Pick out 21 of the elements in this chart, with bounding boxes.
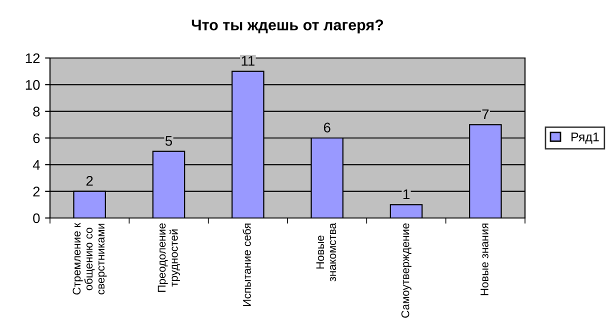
data-label: 11 — [242, 56, 254, 66]
data-label: 2 — [86, 176, 93, 186]
x-tick-label: Преодоление трудностей — [158, 223, 180, 292]
y-tick-label: 10 — [26, 80, 40, 90]
y-tick-label: 0 — [33, 213, 40, 224]
chart-title: Что ты ждешь от лагеря? — [192, 20, 384, 34]
y-tick-label: 2 — [33, 186, 40, 196]
x-tick-label: Новые знакомства — [316, 222, 336, 282]
legend-label: Ряд1 — [572, 132, 599, 144]
y-tick-label: 12 — [26, 53, 40, 64]
y-tick-label: 6 — [33, 133, 40, 144]
data-label: 1 — [403, 189, 410, 200]
x-tick-label: Новые знания — [480, 224, 488, 296]
y-tick-label: 8 — [33, 106, 40, 117]
x-tick-label: Самоутверждение — [401, 223, 412, 318]
y-tick-label: 4 — [32, 160, 40, 170]
data-label: 5 — [165, 136, 172, 146]
data-label: 7 — [482, 109, 489, 120]
data-label: 6 — [324, 122, 330, 132]
x-tick-label: Испытание себя — [242, 224, 251, 306]
x-tick-label: Стремление к общению со сверстниками — [72, 222, 107, 295]
